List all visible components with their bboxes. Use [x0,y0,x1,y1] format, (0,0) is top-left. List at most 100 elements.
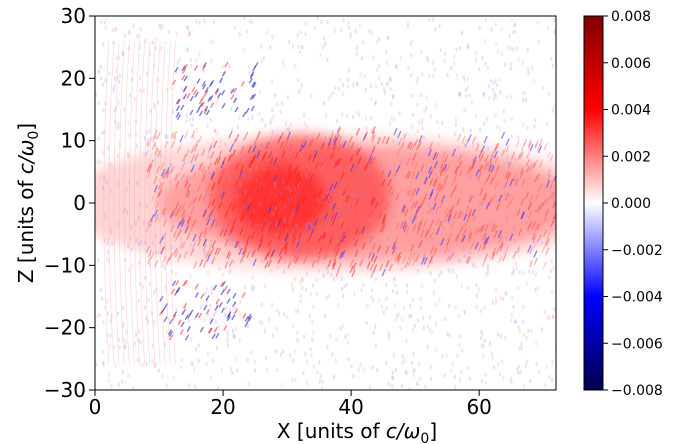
noise-dot [371,288,374,293]
field-streak [396,148,401,156]
field-streak [466,256,472,265]
noise-dot [378,188,381,193]
noise-dot [215,185,218,190]
noise-dot [115,55,118,60]
noise-dot [324,41,327,46]
field-streak [551,192,556,200]
noise-dot [291,378,294,383]
noise-dot [298,246,301,251]
noise-dot [502,150,505,155]
noise-dot [248,64,251,69]
noise-dot [135,119,138,124]
noise-dot [387,381,390,386]
field-streak [330,214,335,222]
noise-dot [329,333,332,338]
noise-dot [540,327,543,332]
noise-dot [458,46,461,51]
field-streak [220,168,225,176]
noise-dot [291,282,294,287]
filament-streak [213,326,218,333]
noise-dot [326,57,329,62]
noise-dot [328,294,331,299]
field-streak [287,164,292,172]
noise-dot [276,368,279,373]
noise-dot [502,376,505,381]
field-streak [405,170,410,179]
noise-dot [394,367,397,372]
noise-dot [284,185,287,190]
noise-dot [216,96,219,101]
noise-dot [456,353,459,358]
noise-dot [317,248,320,253]
noise-dot [322,273,325,278]
noise-dot [468,376,471,381]
noise-dot [365,125,368,130]
noise-dot [372,55,375,60]
noise-dot [462,127,465,132]
noise-dot [492,96,495,101]
filament-streak [210,102,215,108]
noise-dot [352,147,355,152]
noise-dot [323,260,326,265]
field-streak [246,250,251,259]
filament-streak [232,301,237,307]
noise-dot [469,197,472,202]
noise-dot [485,117,488,122]
noise-dot [173,136,176,141]
noise-dot [500,236,503,241]
noise-dot [400,158,403,163]
field-streak [554,236,556,242]
noise-dot [189,31,192,36]
heatmap-layer [95,16,556,390]
field-streak [483,193,488,201]
noise-dot [487,161,490,166]
noise-dot [97,68,100,73]
noise-dot [253,209,256,214]
noise-dot [426,56,429,61]
field-streak [265,171,270,179]
field-streak [183,250,188,259]
noise-dot [442,223,445,228]
field-streak [181,214,186,222]
field-streak [185,149,190,157]
noise-dot [247,117,250,122]
noise-dot [456,274,459,279]
field-streak [202,259,208,268]
noise-dot [490,27,493,32]
field-streak [423,257,428,265]
noise-dot [299,299,302,304]
field-streak [423,175,428,184]
noise-dot [206,286,209,291]
noise-dot [139,76,142,81]
noise-dot [454,305,457,310]
field-streak [174,234,179,242]
noise-dot [506,154,509,159]
y-axis-title-unit-sub: 0 [26,131,42,140]
noise-dot [403,133,406,138]
noise-dot [269,158,272,163]
noise-dot [394,283,397,288]
filament-streak [168,334,174,341]
noise-dot [408,314,411,319]
noise-dot [229,307,232,312]
noise-dot [411,328,414,333]
noise-dot [124,33,127,38]
field-streak [177,204,183,212]
field-streak [529,246,534,255]
field-streak [400,141,405,149]
noise-dot [238,246,241,251]
field-streak [484,154,489,163]
field-streak [427,207,433,215]
noise-dot [351,192,354,197]
field-streak [439,184,444,192]
noise-dot [118,142,121,147]
field-streak [415,187,420,196]
field-streak [459,210,464,219]
noise-dot [243,158,246,163]
noise-dot [325,152,328,157]
field-streak [223,229,228,237]
noise-dot [239,312,242,317]
field-streak [325,161,331,169]
noise-dot [117,311,120,316]
field-streak [449,190,455,198]
